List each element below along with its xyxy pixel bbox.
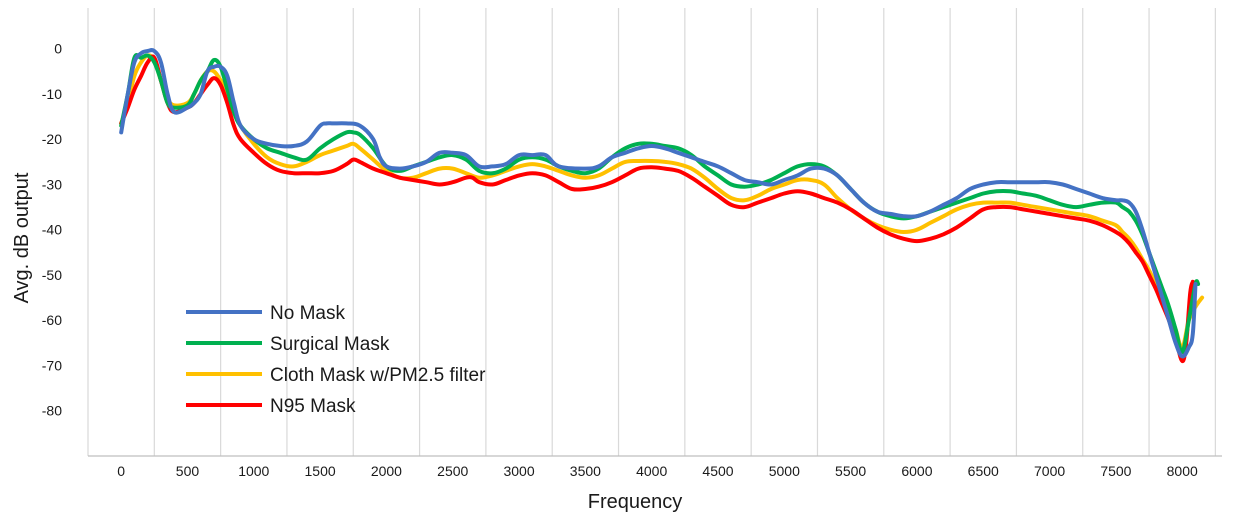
legend: No Mask Surgical Mask Cloth Mask w/PM2.5 f… (186, 303, 486, 417)
axes: 0 500 1000 1500 2000 2500 3000 3500 4000 4500 5000… (42, 41, 1222, 479)
x-tick-label: 0 (117, 463, 125, 479)
y-axis-title: Avg. dB output (11, 172, 33, 303)
legend-label-no-mask: No Mask (270, 303, 345, 324)
y-tick-label: -30 (42, 176, 62, 192)
y-tick-label: -40 (42, 222, 62, 238)
series-lines (119, 48, 1205, 363)
y-tick-label: -50 (42, 267, 62, 283)
series-line-n95-mask (119, 54, 1195, 363)
x-tick-label: 6500 (968, 463, 999, 479)
legend-label-cloth-mask-w-pm2-5-filter: Cloth Mask w/PM2.5 filter (270, 365, 486, 386)
x-tick-label: 5000 (769, 463, 800, 479)
y-tick-label: -60 (42, 312, 62, 328)
y-tick-label: -20 (42, 131, 62, 147)
y-tick-label: 0 (54, 41, 62, 57)
y-tick-label: -70 (42, 357, 62, 373)
x-tick-label: 500 (176, 463, 200, 479)
x-tick-label: 1000 (238, 463, 269, 479)
x-tick-label: 3000 (503, 463, 534, 479)
x-tick-label: 1500 (305, 463, 336, 479)
x-tick-label: 8000 (1167, 463, 1198, 479)
x-tick-label: 6000 (901, 463, 932, 479)
gridlines (87, 8, 1216, 456)
y-tick-label: -80 (42, 403, 62, 419)
x-tick-label: 7500 (1100, 463, 1131, 479)
x-tick-label: 4000 (636, 463, 667, 479)
x-tick-label: 2500 (437, 463, 468, 479)
x-tick-label: 3500 (570, 463, 601, 479)
legend-label-surgical-mask: Surgical Mask (270, 334, 390, 355)
x-tick-label: 2000 (371, 463, 402, 479)
x-axis-title: Frequency (588, 491, 683, 513)
series-line-no-mask (119, 48, 1198, 359)
legend-label-n95-mask: N95 Mask (270, 396, 356, 417)
x-tick-label: 7000 (1034, 463, 1065, 479)
x-tick-label: 5500 (835, 463, 866, 479)
y-tick-label: -10 (42, 86, 62, 102)
x-tick-label: 4500 (702, 463, 733, 479)
